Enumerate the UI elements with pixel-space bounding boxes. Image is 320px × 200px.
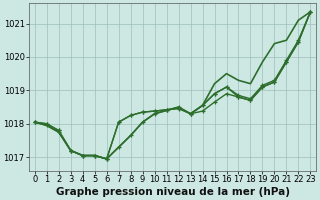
X-axis label: Graphe pression niveau de la mer (hPa): Graphe pression niveau de la mer (hPa) bbox=[56, 187, 290, 197]
